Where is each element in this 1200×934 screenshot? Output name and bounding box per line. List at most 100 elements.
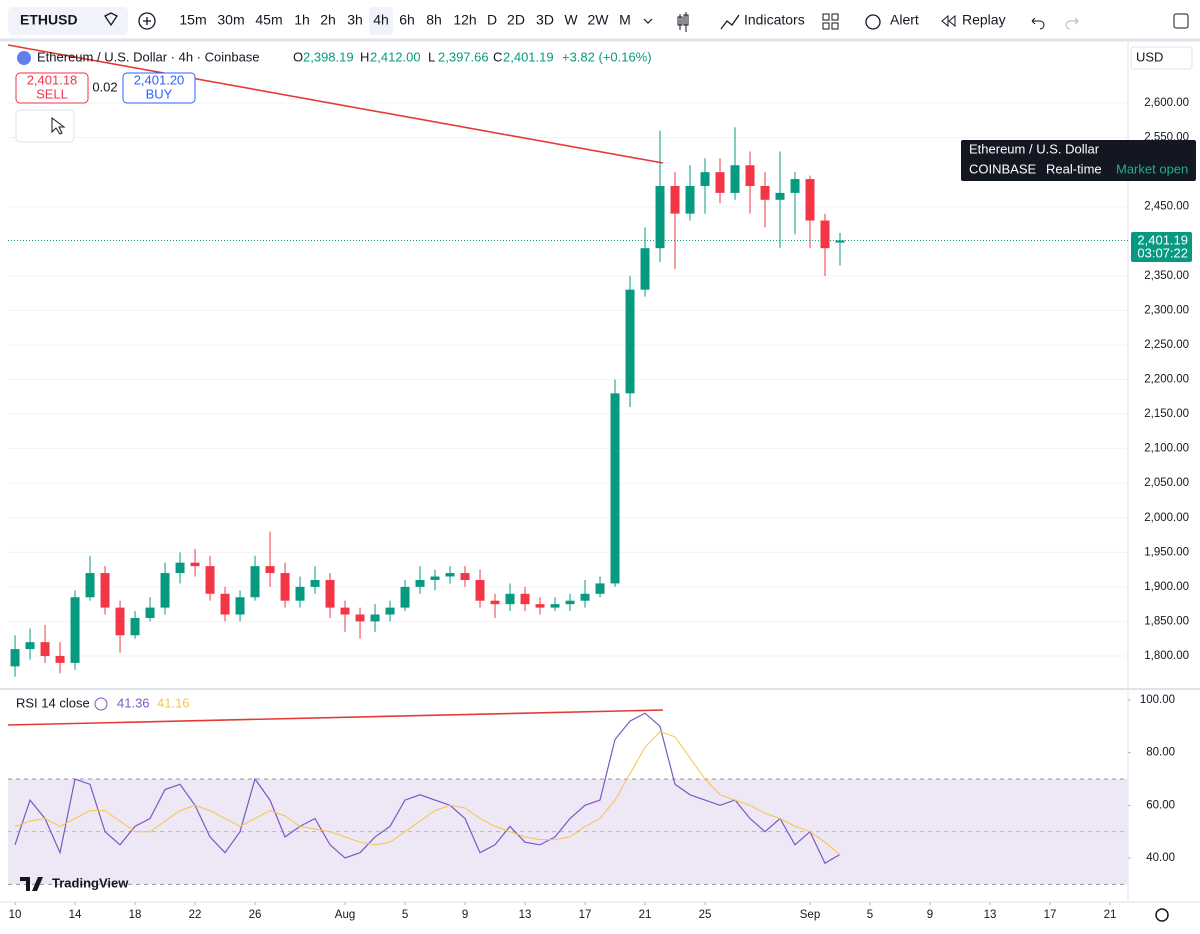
interval[interactable]: 8h <box>426 12 442 28</box>
rsi-settings[interactable] <box>94 697 108 711</box>
x-tick-label: 14 <box>69 909 82 921</box>
interval[interactable]: 6h <box>399 12 415 28</box>
add-symbol-plus <box>143 17 151 25</box>
interval[interactable]: 30m <box>217 12 244 28</box>
x-tick-label: 17 <box>1044 909 1057 921</box>
interval[interactable]: 12h <box>453 12 476 28</box>
buy-price[interactable]: 2,401.20 <box>134 72 185 87</box>
candle-body <box>190 562 200 567</box>
spread: 0.02 <box>92 79 117 94</box>
y-tick-label: 2,050.00 <box>1144 477 1189 489</box>
candle-body <box>70 597 80 663</box>
x-tick-label: 22 <box>189 909 202 921</box>
y-tick-label: 80.00 <box>1146 747 1175 759</box>
sell-button[interactable] <box>15 72 89 104</box>
y-tick-label: 2,350.00 <box>1144 270 1189 282</box>
x-tick-label: 10 <box>9 909 22 921</box>
buy-label[interactable]: BUY <box>146 86 173 101</box>
sell-label[interactable]: SELL <box>36 86 68 101</box>
interval[interactable]: 45m <box>255 12 282 28</box>
currency[interactable]: USD <box>1136 49 1163 64</box>
interval[interactable]: 2D <box>507 12 525 28</box>
interval-bar: 15m 30m 45m 1h 2h 3h 4h 6h 8h 12h D 2D 3D W 2W M <box>179 12 630 28</box>
interval[interactable]: 2W <box>588 12 610 28</box>
sell-price[interactable]: 2,401.18 <box>27 72 78 87</box>
candle-body <box>715 172 725 193</box>
interval[interactable]: D <box>487 12 497 28</box>
candle-body <box>130 617 140 636</box>
redo[interactable] <box>1065 17 1079 30</box>
indicators-icon[interactable] <box>720 14 740 30</box>
symbol-tooltip <box>961 140 1196 181</box>
fullscreen[interactable] <box>1173 13 1189 29</box>
ohlc-key: L <box>428 49 435 64</box>
interval[interactable]: 2h <box>320 12 336 28</box>
candle-body <box>250 566 260 598</box>
y-tick-label: 2,150.00 <box>1144 408 1189 420</box>
y-tick-label: 40.00 <box>1146 852 1175 864</box>
candle-body <box>790 179 800 193</box>
axis-settings[interactable] <box>1155 908 1169 922</box>
x-tick-label: 18 <box>129 909 142 921</box>
symbol[interactable]: ETHUSD <box>20 12 78 28</box>
candle-body <box>220 593 230 615</box>
buy-button[interactable] <box>122 72 196 104</box>
candle-body <box>640 248 650 290</box>
x-tick-label: 9 <box>462 909 468 921</box>
candle-body <box>460 573 470 580</box>
x-tick-label: 5 <box>867 909 873 921</box>
candle-body <box>55 655 65 663</box>
tooltip-status: Market open <box>1116 161 1188 176</box>
cursor-tool[interactable] <box>51 117 66 135</box>
candle-body <box>430 576 440 580</box>
ohlc-values: O 2,398.19 H 2,412.00 L 2,397.66 C 2,401.19 <box>293 49 554 64</box>
tooltip-name: Ethereum / U.S. Dollar <box>969 141 1100 156</box>
candle-body <box>775 192 785 200</box>
candle-body <box>730 165 740 193</box>
candle-body <box>175 562 185 574</box>
candle-body <box>415 579 425 587</box>
indicators-button[interactable]: Indicators <box>744 12 805 28</box>
candle-body <box>550 604 560 608</box>
candle-body <box>670 185 680 214</box>
active-interval-bg <box>369 7 393 35</box>
add-symbol[interactable] <box>138 12 156 30</box>
x-tick-label: Aug <box>335 909 355 921</box>
time-axis: 10 14 18 22 26 Aug 5 9 13 17 21 25 Sep 5 9 13 17 21 <box>9 902 1116 921</box>
interval-caret[interactable] <box>643 18 653 24</box>
symbol-icon[interactable] <box>104 12 118 27</box>
layouts[interactable] <box>822 13 839 30</box>
interval[interactable]: 1h <box>294 12 310 28</box>
alert-button[interactable]: Alert <box>890 12 919 28</box>
rsi-line <box>14 731 841 856</box>
rsi-trendline[interactable] <box>7 709 664 726</box>
interval[interactable]: W <box>564 12 578 28</box>
interval[interactable]: 3h <box>347 12 363 28</box>
interval[interactable]: 15m <box>179 12 206 28</box>
candle-body <box>235 597 245 615</box>
x-tick-label: 25 <box>699 909 712 921</box>
tooltip-exchange: COINBASE <box>969 161 1037 176</box>
interval[interactable]: 4h <box>373 12 389 28</box>
undo[interactable] <box>1031 17 1045 30</box>
replay-button[interactable]: Replay <box>962 12 1006 28</box>
interval[interactable]: 3D <box>536 12 554 28</box>
candle-body <box>745 165 755 186</box>
alert-icon[interactable] <box>865 14 881 30</box>
trendline[interactable] <box>7 44 664 164</box>
ohlc-key: O <box>293 49 303 64</box>
symbol-box[interactable] <box>8 7 128 35</box>
candle-body <box>535 604 545 608</box>
replay-icon[interactable] <box>941 14 956 28</box>
x-tick-label: 17 <box>579 909 592 921</box>
chart-type[interactable] <box>677 12 689 32</box>
ohlc-value: 2,401.19 <box>503 49 554 64</box>
y-tick-label: 2,250.00 <box>1144 339 1189 351</box>
change: +3.82 (+0.16%) <box>562 49 652 64</box>
interval[interactable]: M <box>619 12 631 28</box>
candle-body <box>370 614 380 622</box>
last-price: 2,401.19 <box>1137 232 1188 247</box>
currency-box[interactable] <box>1130 46 1193 70</box>
candle-body <box>160 573 170 608</box>
